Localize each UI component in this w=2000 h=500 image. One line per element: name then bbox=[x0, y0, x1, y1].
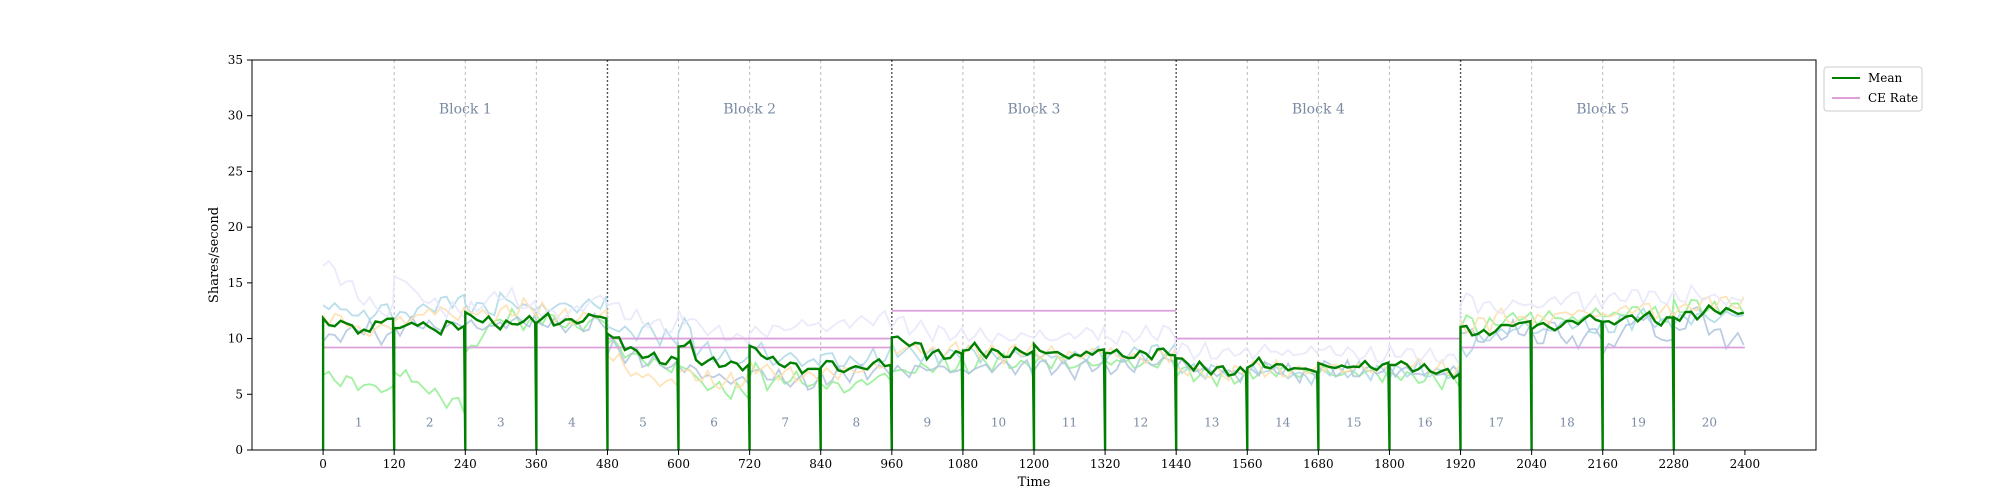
period-label-6: 6 bbox=[710, 416, 718, 430]
block-label-2: Block 2 bbox=[723, 101, 776, 117]
legend-ce-rate-label: CE Rate bbox=[1868, 91, 1918, 105]
period-label-16: 16 bbox=[1417, 416, 1432, 430]
x-tick-label: 1680 bbox=[1303, 457, 1334, 471]
x-tick-label: 840 bbox=[809, 457, 832, 471]
y-tick-label: 25 bbox=[228, 164, 243, 178]
period-label-7: 7 bbox=[781, 416, 789, 430]
x-tick-label: 2160 bbox=[1587, 457, 1618, 471]
x-tick-label: 1440 bbox=[1161, 457, 1192, 471]
period-label-18: 18 bbox=[1560, 416, 1575, 430]
x-tick-label: 0 bbox=[319, 457, 327, 471]
period-label-4: 4 bbox=[568, 416, 576, 430]
period-label-13: 13 bbox=[1204, 416, 1219, 430]
period-label-9: 9 bbox=[924, 416, 932, 430]
period-label-19: 19 bbox=[1631, 416, 1646, 430]
period-label-8: 8 bbox=[852, 416, 860, 430]
x-tick-label: 960 bbox=[880, 457, 903, 471]
x-tick-label: 1320 bbox=[1090, 457, 1121, 471]
x-tick-label: 1560 bbox=[1232, 457, 1263, 471]
legend: Mean CE Rate bbox=[1823, 66, 1923, 112]
period-label-11: 11 bbox=[1062, 416, 1077, 430]
period-label-14: 14 bbox=[1275, 416, 1291, 430]
block-label-3: Block 3 bbox=[1008, 101, 1061, 117]
period-label-2: 2 bbox=[426, 416, 434, 430]
mean-series bbox=[321, 303, 1744, 451]
mean-line bbox=[321, 303, 1744, 451]
x-tick-label: 2400 bbox=[1730, 457, 1761, 471]
x-tick-label: 1200 bbox=[1019, 457, 1050, 471]
block-label-4: Block 4 bbox=[1292, 101, 1345, 117]
y-tick-label: 20 bbox=[228, 220, 243, 234]
period-label-1: 1 bbox=[355, 416, 363, 430]
y-tick-label: 30 bbox=[228, 109, 243, 123]
x-tick-label: 1920 bbox=[1445, 457, 1476, 471]
y-tick-label: 10 bbox=[228, 332, 243, 346]
x-tick-label: 2280 bbox=[1659, 457, 1690, 471]
y-tick-label: 5 bbox=[235, 387, 243, 401]
x-axis-label: Time bbox=[1018, 475, 1051, 490]
x-tick-label: 2040 bbox=[1516, 457, 1547, 471]
y-tick-label: 35 bbox=[228, 53, 243, 67]
y-tick-label: 0 bbox=[235, 443, 243, 457]
period-label-17: 17 bbox=[1488, 416, 1503, 430]
participant-line-5 bbox=[322, 259, 1744, 368]
y-tick-label: 15 bbox=[228, 276, 243, 290]
y-axis-label: Shares/second bbox=[207, 207, 222, 303]
block-label-5: Block 5 bbox=[1576, 101, 1629, 117]
block-and-period-labels: Block 1 Block 2 Block 3 Block 4 Block 51 2 3 4 5… bbox=[355, 101, 1717, 429]
x-tick-label: 600 bbox=[667, 457, 690, 471]
period-label-12: 12 bbox=[1133, 416, 1148, 430]
period-label-5: 5 bbox=[639, 416, 647, 430]
period-label-3: 3 bbox=[497, 416, 505, 430]
period-label-15: 15 bbox=[1346, 416, 1361, 430]
x-tick-label: 720 bbox=[738, 457, 761, 471]
axes: 0 120 240 360 480 600 720 840 960 1080 1200 1320 144… bbox=[228, 53, 1760, 471]
legend-mean-label: Mean bbox=[1868, 71, 1903, 85]
x-tick-label: 480 bbox=[596, 457, 619, 471]
period-label-20: 20 bbox=[1702, 416, 1717, 430]
x-tick-label: 1800 bbox=[1374, 457, 1405, 471]
period-label-10: 10 bbox=[991, 416, 1006, 430]
x-tick-label: 360 bbox=[525, 457, 548, 471]
x-tick-label: 240 bbox=[454, 457, 477, 471]
x-tick-label: 120 bbox=[383, 457, 406, 471]
block-label-1: Block 1 bbox=[439, 101, 492, 117]
x-tick-label: 1080 bbox=[948, 457, 979, 471]
